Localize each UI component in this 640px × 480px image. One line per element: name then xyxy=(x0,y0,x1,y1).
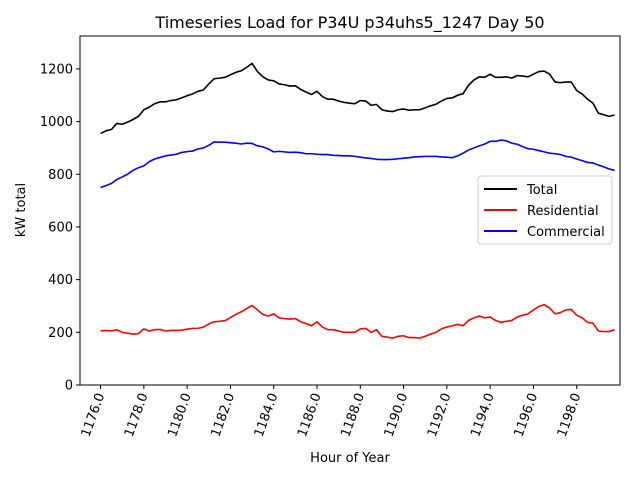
y-tick-label: 1200 xyxy=(40,62,73,77)
legend-label-residential: Residential xyxy=(527,204,599,219)
legend-box xyxy=(477,175,613,245)
y-tick-label: 400 xyxy=(48,273,73,288)
legend-entries: Total Residential Commercial xyxy=(484,183,605,240)
chart-title: Timeseries Load for P34U p34uhs5_1247 Da… xyxy=(154,13,544,33)
y-tick-label: 1000 xyxy=(40,115,73,130)
plot-frame xyxy=(79,35,621,386)
series-line-total xyxy=(100,62,615,135)
series-line-commercial xyxy=(100,139,615,189)
y-axis-label: kW total xyxy=(14,183,29,237)
x-axis-label: Hour of Year xyxy=(310,451,390,466)
y-tick-label: 200 xyxy=(48,326,73,341)
series-line-residential xyxy=(100,303,615,339)
y-tick-label: 600 xyxy=(48,220,73,235)
series-group xyxy=(100,62,615,339)
legend-label-total: Total xyxy=(526,183,557,198)
legend-label-commercial: Commercial xyxy=(527,225,605,240)
legend: Total Residential Commercial xyxy=(477,175,613,245)
y-tick-label: 0 xyxy=(65,379,73,394)
y-axis-ticks: 0 200 400 600 800 1000 1200 xyxy=(40,62,80,394)
y-tick-label: 800 xyxy=(48,168,73,183)
